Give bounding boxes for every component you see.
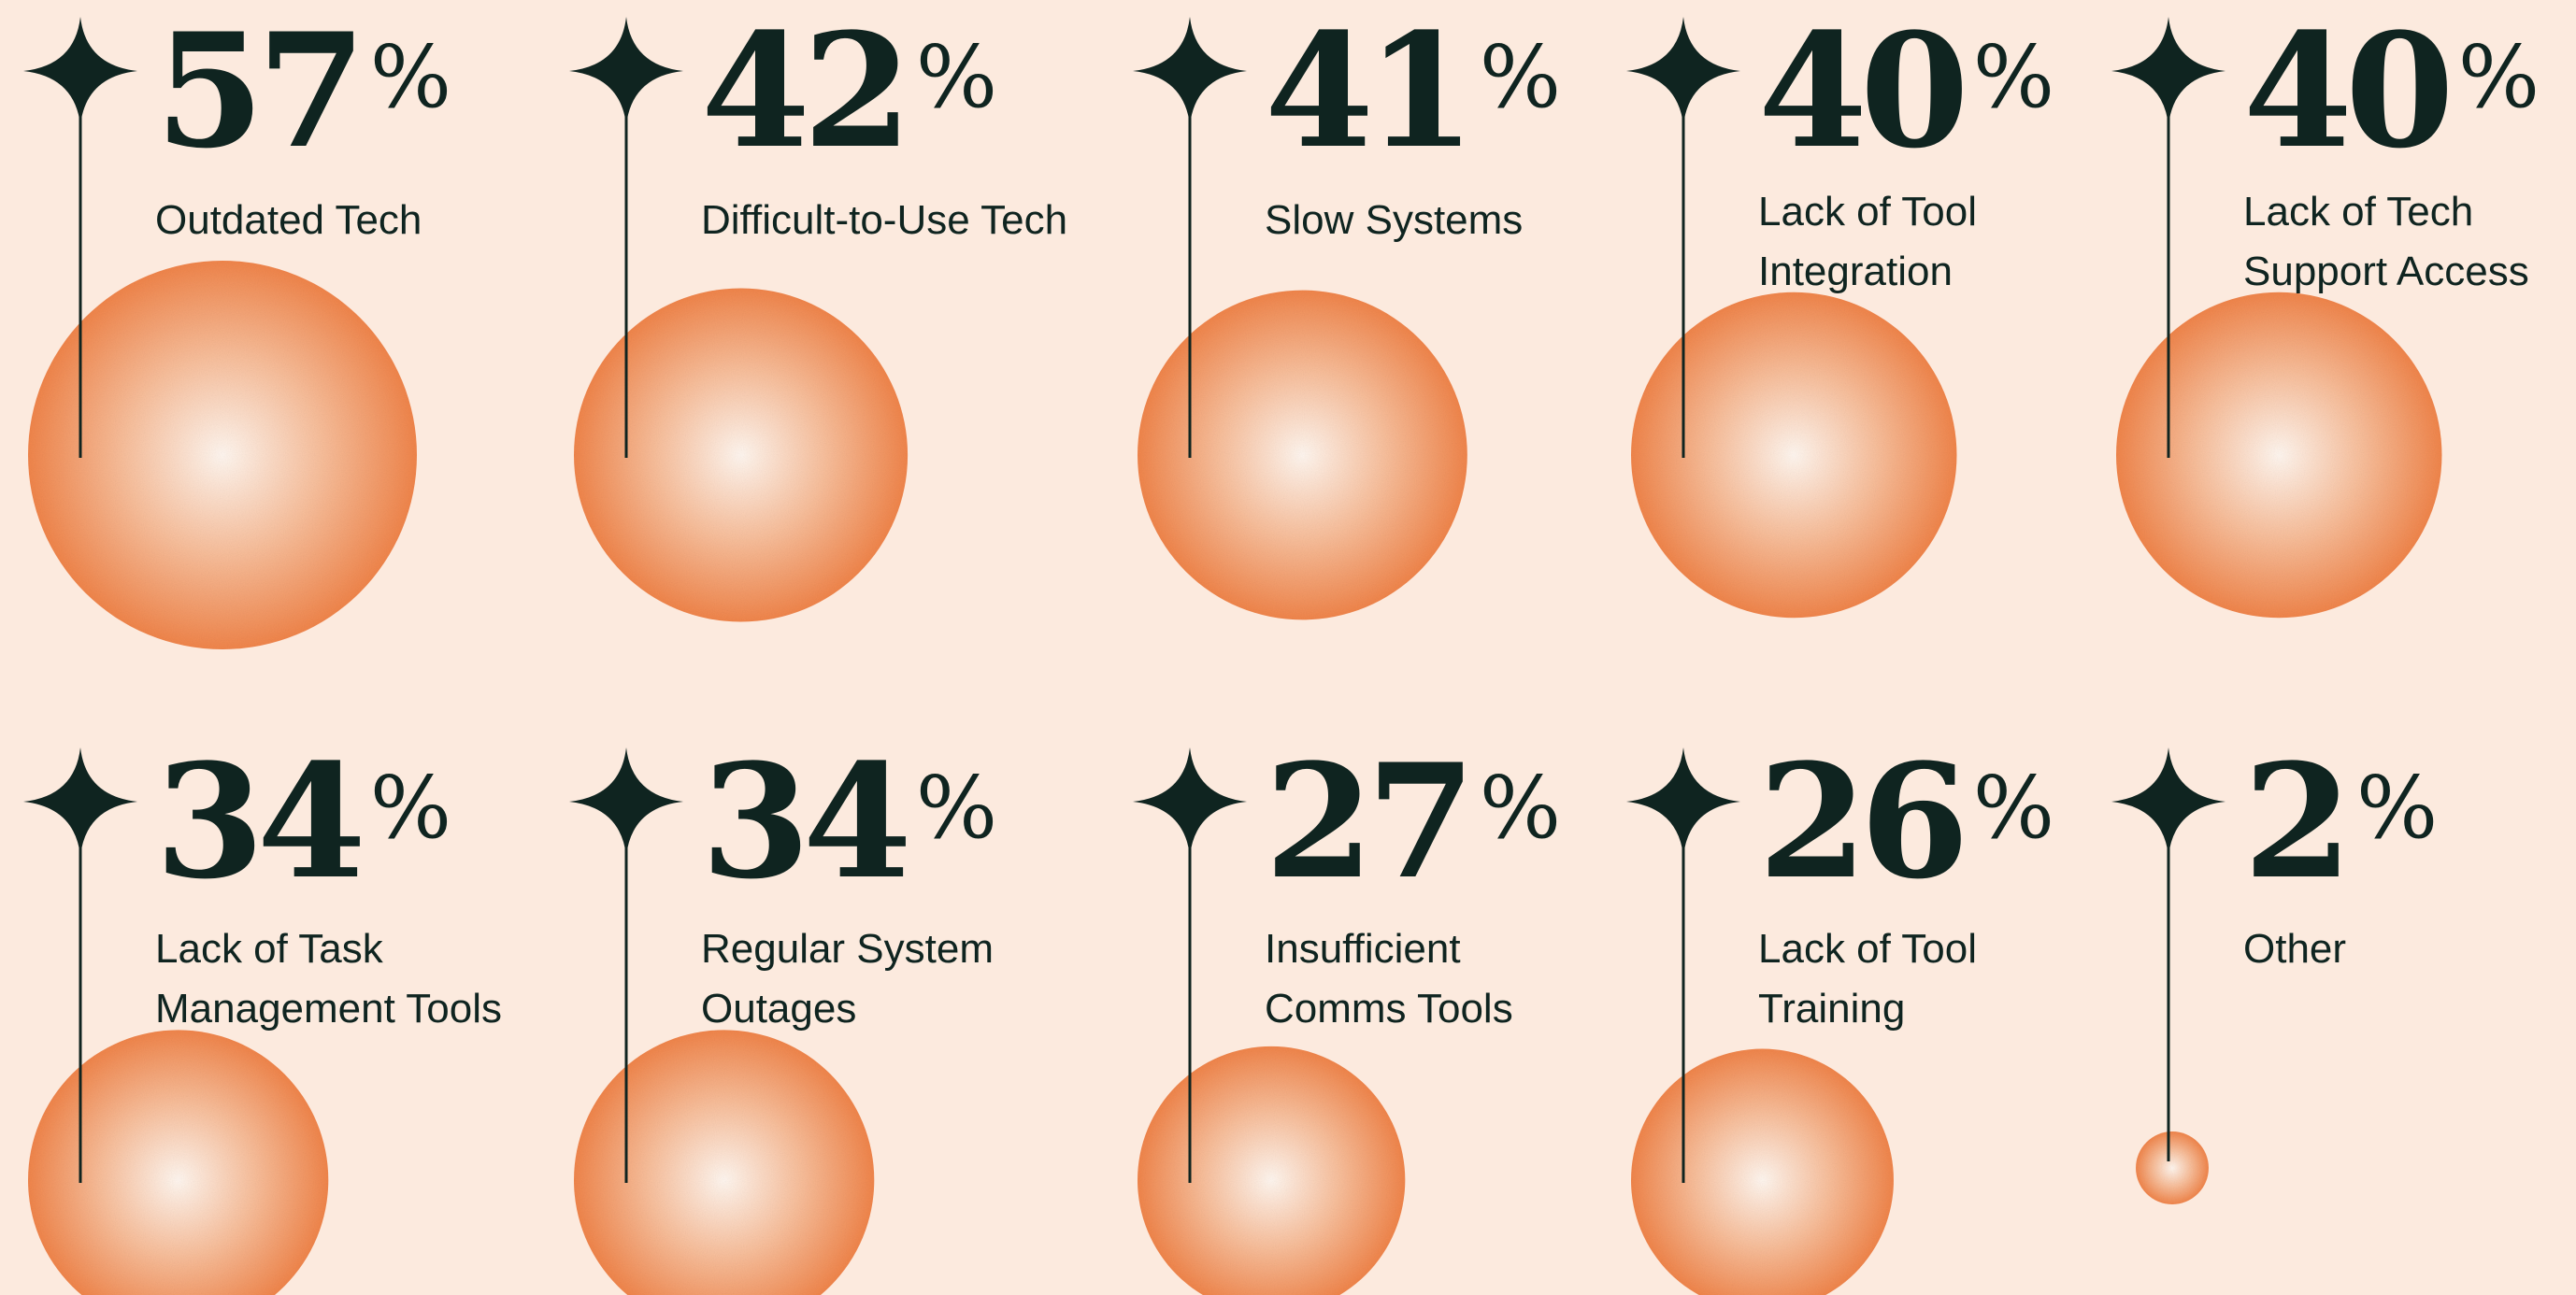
sparkle-icon <box>1133 747 1247 856</box>
percent-label: % <box>1480 27 1561 127</box>
bubble-item: 26 % Lack of Tool Training <box>1626 729 2054 1295</box>
category-label: Slow Systems <box>1265 197 1523 243</box>
bubble <box>1138 1046 1406 1295</box>
bubble <box>2136 1131 2209 1204</box>
category-label: Lack of Task <box>155 926 384 972</box>
sparkle-icon <box>2111 747 2225 856</box>
category-label: Support Access <box>2243 249 2529 294</box>
value-label: 34 <box>155 729 360 914</box>
bubble-item: 40 % Lack of Tech Support Access <box>2111 0 2540 619</box>
value-label: 57 <box>155 0 359 183</box>
category-label: Outdated Tech <box>155 197 422 243</box>
bubble <box>28 261 417 649</box>
percent-label: % <box>2458 27 2540 127</box>
bubble <box>1631 292 1957 619</box>
percent-label: % <box>2356 758 2438 858</box>
category-label: Lack of Tech <box>2243 189 2473 235</box>
sparkle-icon <box>2111 17 2225 125</box>
percent-label: % <box>1480 758 1561 858</box>
sparkle-icon <box>1626 17 1740 125</box>
value-label: 42 <box>701 0 905 183</box>
category-label: Integration <box>1758 249 1953 294</box>
bubble-item: 34 % Lack of Task Management Tools <box>23 729 502 1295</box>
percent-label: % <box>1973 758 2054 858</box>
sparkle-icon <box>1133 17 1247 125</box>
category-label: Outages <box>701 986 856 1032</box>
bubble <box>1631 1048 1894 1295</box>
bubble <box>1138 290 1467 620</box>
bubble-item: 57 % Outdated Tech <box>23 0 451 649</box>
category-label: Comms Tools <box>1265 986 1513 1032</box>
category-label: Lack of Tool <box>1758 189 1977 235</box>
bubble-item: 27 % Insufficient Comms Tools <box>1133 729 1561 1295</box>
value-label: 40 <box>1758 0 1963 183</box>
bubble-item: 42 % Difficult-to-Use Tech <box>569 0 1067 622</box>
value-label: 27 <box>1265 729 1468 914</box>
bubble-item: 40 % Lack of Tool Integration <box>1626 0 2054 619</box>
value-label: 2 <box>2243 729 2345 914</box>
sparkle-icon <box>23 17 137 125</box>
bubble <box>574 288 909 622</box>
percent-label: % <box>916 27 997 127</box>
bubble-item: 34 % Regular System Outages <box>569 729 997 1295</box>
sparkle-icon <box>23 747 137 856</box>
percent-label: % <box>370 27 451 127</box>
category-label: Difficult-to-Use Tech <box>701 197 1067 243</box>
bubble-item: 2 % Other <box>2111 729 2438 1204</box>
value-label: 34 <box>701 729 906 914</box>
sparkle-icon <box>569 17 683 125</box>
percent-label: % <box>916 758 997 858</box>
category-label: Lack of Tool <box>1758 926 1977 972</box>
value-label: 40 <box>2243 0 2448 183</box>
percent-label: % <box>370 758 451 858</box>
bubble <box>28 1030 329 1295</box>
category-label: Management Tools <box>155 986 502 1032</box>
sparkle-icon <box>1626 747 1740 856</box>
category-label: Insufficient <box>1265 926 1461 972</box>
bubble <box>574 1030 875 1295</box>
category-label: Training <box>1758 986 1905 1032</box>
value-label: 26 <box>1758 729 1962 914</box>
value-label: 41 <box>1265 0 1468 183</box>
category-label: Other <box>2243 926 2346 972</box>
sparkle-icon <box>569 747 683 856</box>
category-label: Regular System <box>701 926 994 972</box>
percent-label: % <box>1973 27 2054 127</box>
bubble-item: 41 % Slow Systems <box>1133 0 1561 620</box>
bubble <box>2116 292 2442 619</box>
